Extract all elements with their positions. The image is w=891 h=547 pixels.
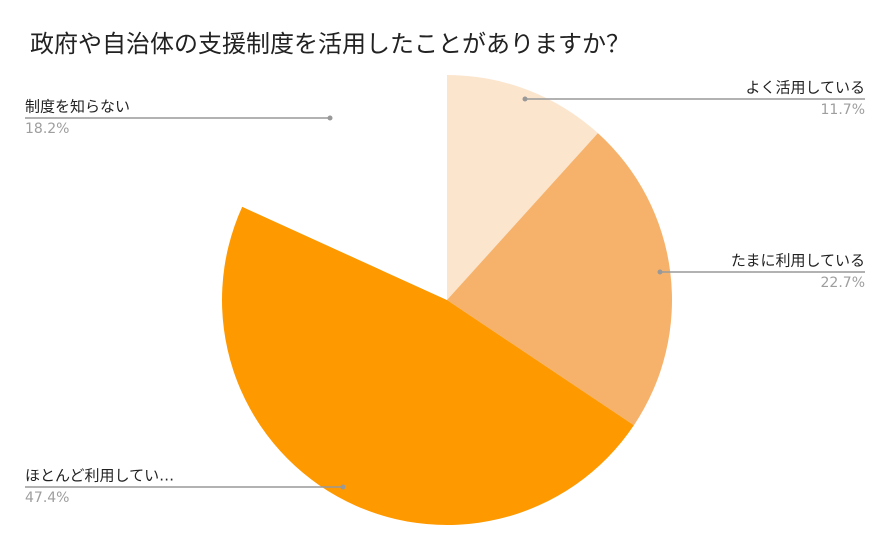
slice-value-label: 47.4% [25,490,69,506]
slice-value-label: 18.2% [25,121,69,137]
slice-value-label: 22.7% [821,275,865,291]
slice-label: よく活用している [745,79,865,97]
leader-dot [340,484,346,490]
pie-slice [447,75,598,300]
pie-slice [447,133,673,426]
leader-dot [327,115,333,121]
pie-slice [242,75,447,300]
pie-slice [221,206,634,526]
leader-dot [657,269,663,275]
chart-title: 政府や自治体の支援制度を活用したことがありますか？ [30,30,630,58]
slice-value-label: 11.7% [821,102,865,118]
leader-dot [522,96,528,102]
slice-label: ほとんど利用してい… [25,467,174,485]
slice-label: 制度を知らない [25,98,130,116]
slice-label: たまに利用している [731,252,865,270]
